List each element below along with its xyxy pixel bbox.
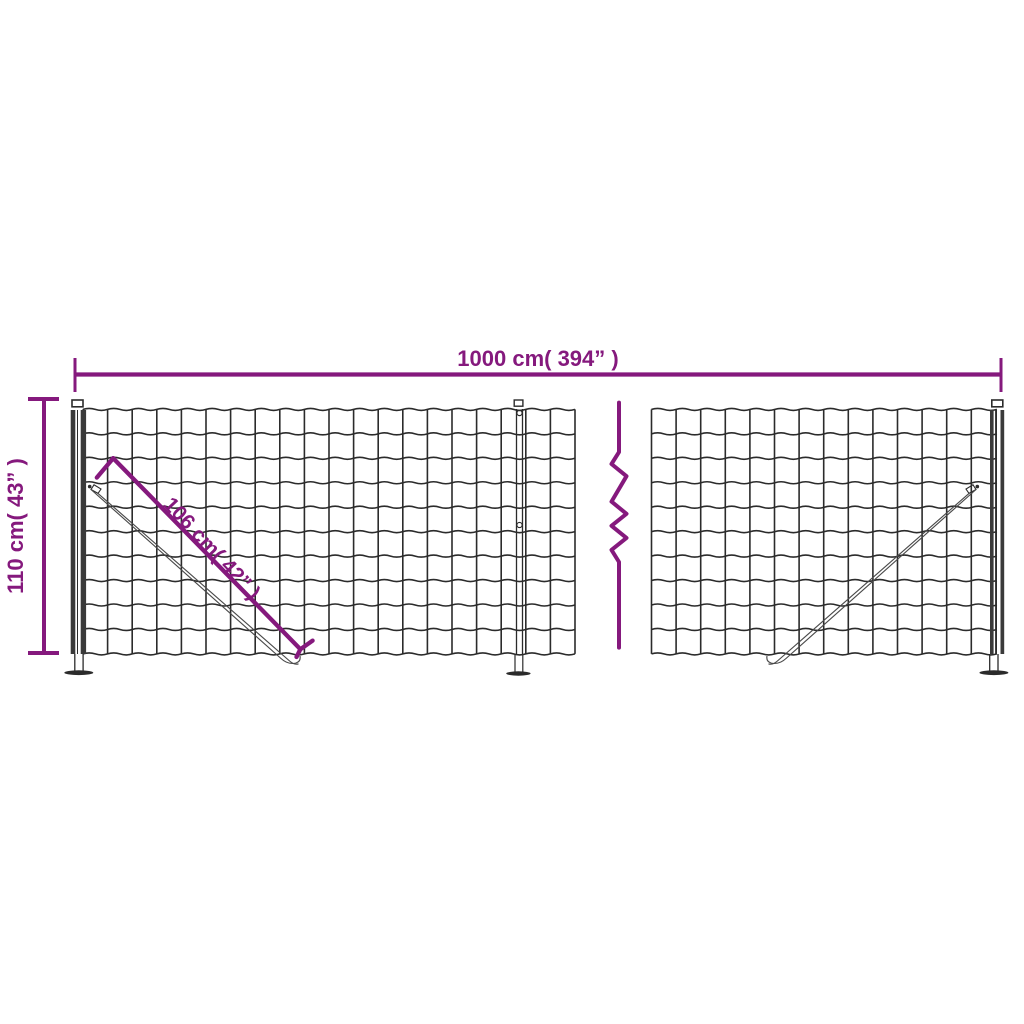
svg-text:110 cm( 43” ): 110 cm( 43” )	[3, 458, 28, 594]
svg-text:1000 cm( 394” ): 1000 cm( 394” )	[457, 346, 618, 371]
